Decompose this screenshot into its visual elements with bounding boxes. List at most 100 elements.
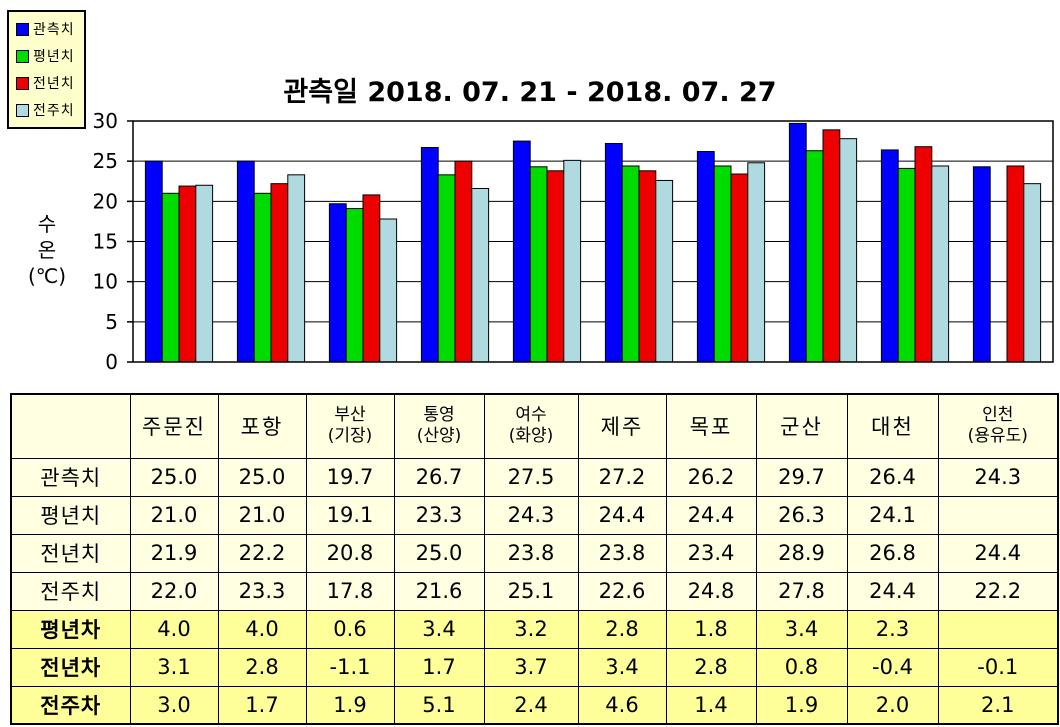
table-cell-평년차-통영(산양): 3.4 bbox=[393, 609, 485, 649]
y-axis-title-line: 온 bbox=[37, 238, 57, 262]
chart-bar-관측치-포항 bbox=[236, 160, 255, 363]
chart-bar-전년치-목포 bbox=[730, 173, 749, 363]
table-cell-전년차-주문진: 3.1 bbox=[129, 647, 219, 687]
chart-bar-관측치-제주 bbox=[604, 142, 623, 363]
table-cell-전년치-여수(화양): 23.8 bbox=[483, 533, 579, 573]
legend-item-3: 전년치 bbox=[16, 73, 75, 93]
table-cell-평년차-인천(용유도) bbox=[937, 609, 1059, 649]
y-tick-label: 25 bbox=[93, 149, 118, 173]
table-cell-평년치-주문진: 21.0 bbox=[129, 495, 219, 535]
table-cell-관측치-부산(기장): 19.7 bbox=[305, 457, 395, 497]
chart-bar-관측치-여수(화양) bbox=[512, 140, 531, 363]
table-cell-관측치-포항: 25.0 bbox=[217, 457, 307, 497]
table-row-전주치: 전주치 22.0 23.3 17.8 21.6 25.1 22.6 24.8 27.8 24.4 2… bbox=[10, 571, 1059, 611]
table-cell-전주치-제주: 22.6 bbox=[577, 571, 667, 611]
legend-item-2: 평년치 bbox=[16, 46, 75, 66]
legend-label: 평년치 bbox=[33, 49, 75, 65]
row-label-전년차: 전년차 bbox=[10, 647, 131, 687]
column-header-목포: 목포 bbox=[665, 393, 757, 459]
legend-swatch-icon bbox=[16, 22, 29, 36]
table-cell-평년차-포항: 4.0 bbox=[217, 609, 307, 649]
chart-bar-전년치-인천(용유도) bbox=[1006, 165, 1025, 363]
legend-label: 전주치 bbox=[33, 103, 75, 119]
chart-bar-전년치-주문진 bbox=[178, 185, 197, 363]
row-label-전주차: 전주차 bbox=[10, 685, 131, 725]
table-cell-평년차-여수(화양): 3.2 bbox=[483, 609, 579, 649]
table-cell-전주차-대천: 2.0 bbox=[846, 685, 939, 725]
table-cell-전주치-여수(화양): 25.1 bbox=[483, 571, 579, 611]
chart-bar-평년치-군산 bbox=[805, 150, 824, 363]
chart-bar-전주치-제주 bbox=[655, 179, 674, 363]
table-cell-평년차-대천: 2.3 bbox=[846, 609, 939, 649]
chart-bar-전년치-포항 bbox=[270, 183, 289, 363]
y-tick-label: 15 bbox=[93, 230, 118, 254]
chart-title: 관측일 2018. 07. 21 - 2018. 07. 27 bbox=[283, 77, 777, 108]
table-cell-평년차-부산(기장): 0.6 bbox=[305, 609, 395, 649]
chart-bar-전년치-군산 bbox=[822, 129, 841, 363]
legend-item-1: 관측치 bbox=[16, 19, 75, 39]
table-cell-전년차-군산: 0.8 bbox=[755, 647, 848, 687]
table-cell-전주치-목포: 24.8 bbox=[665, 571, 757, 611]
table-cell-전년차-여수(화양): 3.7 bbox=[483, 647, 579, 687]
table-cell-전년치-목포: 23.4 bbox=[665, 533, 757, 573]
chart-bar-평년치-포항 bbox=[253, 192, 272, 363]
column-header-대천: 대천 bbox=[846, 393, 939, 459]
table-cell-평년차-주문진: 4.0 bbox=[129, 609, 219, 649]
table-cell-전주치-부산(기장): 17.8 bbox=[305, 571, 395, 611]
chart-bar-관측치-인천(용유도) bbox=[972, 166, 991, 363]
table-cell-전년차-목포: 2.8 bbox=[665, 647, 757, 687]
legend-swatch-icon bbox=[16, 103, 29, 117]
chart-bar-전년치-여수(화양) bbox=[546, 170, 565, 363]
chart-bar-관측치-군산 bbox=[788, 122, 807, 363]
column-header-포항: 포항 bbox=[217, 393, 307, 459]
y-tick-label: 0 bbox=[105, 350, 118, 374]
column-header-주문진: 주문진 bbox=[129, 393, 219, 459]
row-label-관측치: 관측치 bbox=[10, 457, 131, 497]
table-cell-전주차-목포: 1.4 bbox=[665, 685, 757, 725]
chart-bar-전주치-대천 bbox=[931, 165, 950, 363]
chart-bar-관측치-대천 bbox=[880, 149, 899, 363]
chart-bar-평년치-주문진 bbox=[161, 192, 180, 363]
chart-bar-전년치-대천 bbox=[914, 146, 933, 363]
table-cell-전년치-주문진: 21.9 bbox=[129, 533, 219, 573]
chart-bar-관측치-통영(산양) bbox=[420, 147, 439, 363]
table-cell-평년치-군산: 26.3 bbox=[755, 495, 848, 535]
column-header-군산: 군산 bbox=[755, 393, 848, 459]
chart-bar-관측치-목포 bbox=[696, 151, 715, 363]
table-cell-전년치-포항: 22.2 bbox=[217, 533, 307, 573]
table-cell-전주차-부산(기장): 1.9 bbox=[305, 685, 395, 725]
table-row-평년치: 평년치 21.0 21.0 19.1 23.3 24.3 24.4 24.4 26.3 24.1 bbox=[10, 495, 1059, 535]
table-cell-관측치-군산: 29.7 bbox=[755, 457, 848, 497]
table-corner-cell bbox=[10, 393, 131, 459]
legend-swatch-icon bbox=[16, 49, 29, 63]
table-cell-전주치-포항: 23.3 bbox=[217, 571, 307, 611]
table-cell-관측치-제주: 27.2 bbox=[577, 457, 667, 497]
table-row-전주차: 전주차 3.0 1.7 1.9 5.1 2.4 4.6 1.4 1.9 2.0 2.1 bbox=[10, 685, 1059, 725]
table-cell-전년치-군산: 28.9 bbox=[755, 533, 848, 573]
table-cell-전년차-부산(기장): -1.1 bbox=[305, 647, 395, 687]
table-cell-평년차-제주: 2.8 bbox=[577, 609, 667, 649]
table-cell-전주차-통영(산양): 5.1 bbox=[393, 685, 485, 725]
table-cell-전년치-통영(산양): 25.0 bbox=[393, 533, 485, 573]
legend-label: 전년치 bbox=[33, 76, 75, 92]
table-cell-전년차-대천: -0.4 bbox=[846, 647, 939, 687]
y-axis-title-line: 수 bbox=[37, 212, 57, 236]
table-cell-평년치-대천: 24.1 bbox=[846, 495, 939, 535]
table-cell-전년치-인천(용유도): 24.4 bbox=[937, 533, 1059, 573]
chart-bar-전주치-포항 bbox=[287, 174, 306, 363]
table-cell-관측치-주문진: 25.0 bbox=[129, 457, 219, 497]
y-tick-label: 30 bbox=[93, 109, 118, 133]
table-cell-관측치-인천(용유도): 24.3 bbox=[937, 457, 1059, 497]
legend-label: 관측치 bbox=[33, 22, 75, 38]
table-cell-전년차-통영(산양): 1.7 bbox=[393, 647, 485, 687]
table-cell-전주차-여수(화양): 2.4 bbox=[483, 685, 579, 725]
chart-bar-평년치-대천 bbox=[897, 167, 916, 363]
chart-bar-전주치-목포 bbox=[747, 162, 766, 363]
chart-bar-전년치-제주 bbox=[638, 170, 657, 363]
y-tick-label: 5 bbox=[105, 310, 118, 334]
chart-bar-전년치-통영(산양) bbox=[454, 160, 473, 363]
table-cell-전주치-대천: 24.4 bbox=[846, 571, 939, 611]
table-cell-평년차-군산: 3.4 bbox=[755, 609, 848, 649]
table-cell-관측치-대천: 26.4 bbox=[846, 457, 939, 497]
